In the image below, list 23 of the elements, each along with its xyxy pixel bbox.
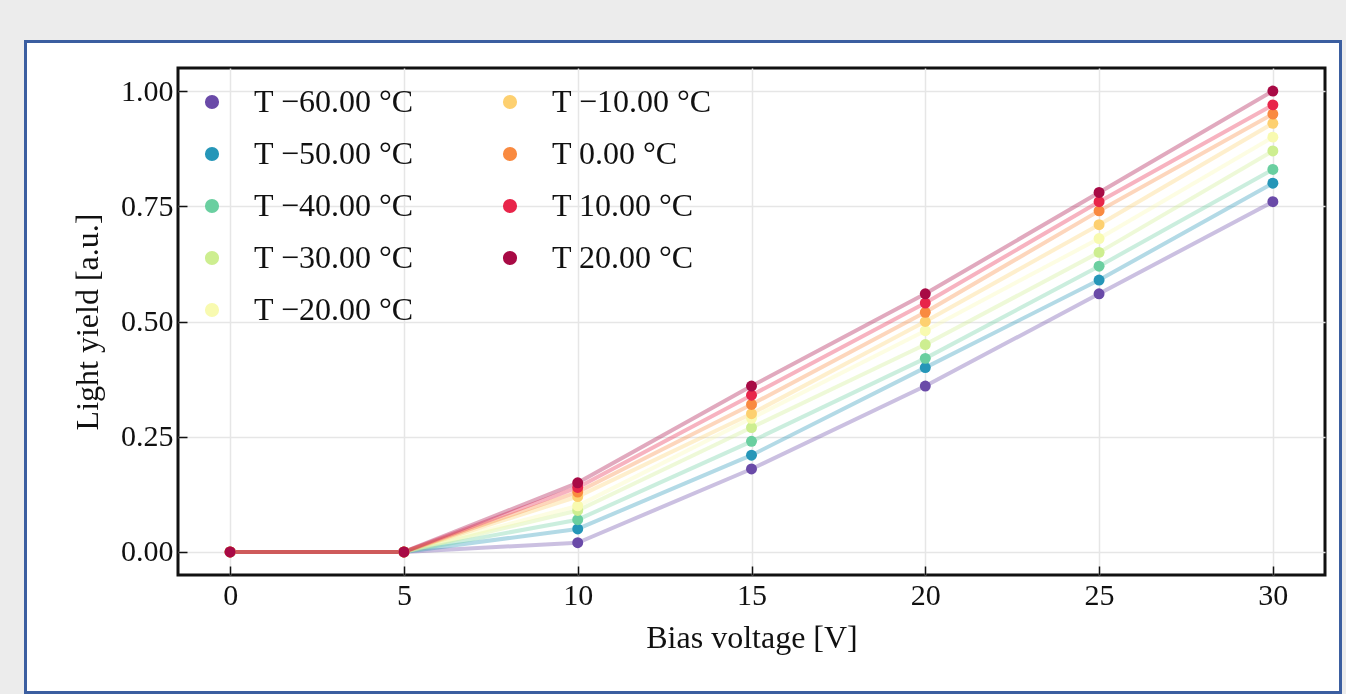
- y-tick-label: 1.00: [121, 73, 174, 107]
- legend-label: T −20.00 °C: [254, 291, 414, 327]
- legend-label: T 20.00 °C: [552, 239, 694, 275]
- y-tick-label: 0.00: [121, 534, 174, 568]
- x-tick-label: 15: [737, 577, 767, 611]
- legend-label: T −40.00 °C: [254, 187, 414, 223]
- y-tick-label: 0.75: [121, 188, 174, 222]
- legend-label: T −60.00 °C: [254, 83, 414, 119]
- legend-label: T −50.00 °C: [254, 135, 414, 171]
- x-tick-label: 10: [563, 577, 594, 611]
- x-tick-label: 5: [396, 577, 412, 611]
- y-tick-label: 0.25: [121, 419, 174, 453]
- legend-label: T −30.00 °C: [254, 239, 414, 275]
- legend-label: T 0.00 °C: [552, 135, 678, 171]
- x-tick-label: 20: [910, 577, 941, 611]
- x-tick-label: 25: [1084, 577, 1115, 611]
- legend-label: T 10.00 °C: [552, 187, 694, 223]
- x-tick-label: 30: [1258, 577, 1289, 611]
- y-tick-label: 0.50: [121, 304, 174, 337]
- legend-label: T −10.00 °C: [552, 83, 712, 119]
- y-axis-title: Light yield [a.u.]: [69, 213, 105, 431]
- x-tick-label: 0: [223, 577, 239, 611]
- x-axis-title: Bias voltage [V]: [646, 618, 858, 655]
